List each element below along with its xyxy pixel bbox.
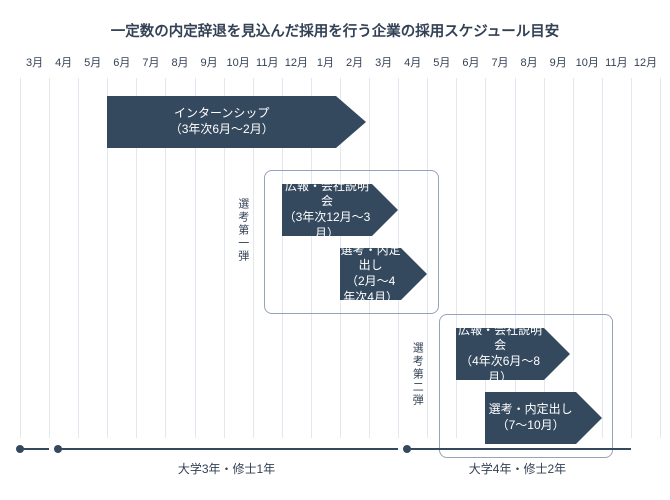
arrow-title: 選考・内定出し bbox=[489, 402, 573, 418]
month-label: 3月 bbox=[26, 54, 43, 70]
arrow-head-icon bbox=[576, 392, 602, 444]
group-label-round2: 選考第二弾 bbox=[409, 342, 425, 407]
month-label: 9月 bbox=[550, 54, 567, 70]
month-label: 11月 bbox=[256, 54, 278, 70]
arrow-body: 広報・会社説明会（4年次6月～8月） bbox=[456, 328, 543, 380]
arrow-body: 広報・会社説明会（3年次12月～3月） bbox=[282, 184, 372, 236]
arrow-pr1: 広報・会社説明会（3年次12月～3月） bbox=[282, 184, 398, 236]
arrow-title: 広報・会社説明会 bbox=[282, 179, 372, 210]
arrow-title: 広報・会社説明会 bbox=[456, 323, 543, 354]
axis-segment bbox=[20, 448, 49, 450]
arrow-pr2: 広報・会社説明会（4年次6月～8月） bbox=[456, 328, 569, 380]
month-label: 5月 bbox=[84, 54, 101, 70]
arrow-sub: （2月～4年次4月） bbox=[340, 274, 401, 305]
year-label: 大学4年・修士2年 bbox=[469, 460, 566, 477]
month-label: 5月 bbox=[433, 54, 450, 70]
month-label: 3月 bbox=[375, 54, 392, 70]
chart-title: 一定数の内定辞退を見込んだ採用を行う企業の採用スケジュール目安 bbox=[0, 20, 670, 41]
month-label: 7月 bbox=[142, 54, 159, 70]
axis-segment bbox=[407, 448, 631, 450]
arrow-sel2: 選考・内定出し（7～10月） bbox=[485, 392, 601, 444]
gridline bbox=[660, 78, 661, 438]
month-label: 6月 bbox=[113, 54, 130, 70]
gridline bbox=[631, 78, 632, 438]
group-label-round1: 選考第一弾 bbox=[235, 198, 251, 263]
month-label: 6月 bbox=[462, 54, 479, 70]
month-label: 8月 bbox=[521, 54, 538, 70]
axis-dot-icon bbox=[54, 445, 62, 453]
axis-dot-icon bbox=[403, 445, 411, 453]
month-label: 10月 bbox=[576, 54, 599, 70]
arrow-body: インターンシップ（3年次6月～2月） bbox=[107, 96, 336, 148]
axis-dot-icon bbox=[16, 445, 24, 453]
arrow-internship: インターンシップ（3年次6月～2月） bbox=[107, 96, 366, 148]
month-label: 9月 bbox=[201, 54, 218, 70]
arrow-head-icon bbox=[336, 96, 366, 148]
arrow-sub: （7～10月） bbox=[497, 418, 565, 434]
arrow-sub: （3年次12月～3月） bbox=[282, 210, 372, 241]
arrow-sel1: 選考・内定出し（2月～4年次4月） bbox=[340, 248, 427, 300]
gridline bbox=[78, 78, 79, 438]
month-label: 2月 bbox=[346, 54, 363, 70]
month-label: 10月 bbox=[227, 54, 250, 70]
arrow-body: 選考・内定出し（2月～4年次4月） bbox=[340, 248, 401, 300]
year-label: 大学3年・修士1年 bbox=[178, 460, 275, 477]
month-label: 7月 bbox=[491, 54, 508, 70]
axis-segment bbox=[58, 448, 398, 450]
month-label: 4月 bbox=[404, 54, 421, 70]
month-label: 1月 bbox=[317, 54, 334, 70]
arrow-body: 選考・内定出し（7～10月） bbox=[485, 392, 575, 444]
arrow-sub: （4年次6月～8月） bbox=[456, 354, 543, 385]
arrow-head-icon bbox=[544, 328, 570, 380]
month-label: 8月 bbox=[171, 54, 188, 70]
arrow-title: 選考・内定出し bbox=[340, 243, 401, 274]
month-label: 4月 bbox=[55, 54, 72, 70]
gridline bbox=[20, 78, 21, 438]
month-label: 12月 bbox=[285, 54, 308, 70]
month-label: 12月 bbox=[634, 54, 657, 70]
gridline bbox=[49, 78, 50, 438]
arrow-sub: （3年次6月～2月） bbox=[170, 122, 274, 138]
month-label: 11月 bbox=[605, 54, 627, 70]
arrow-head-icon bbox=[401, 248, 427, 300]
arrow-title: インターンシップ bbox=[174, 106, 269, 122]
arrow-head-icon bbox=[372, 184, 398, 236]
